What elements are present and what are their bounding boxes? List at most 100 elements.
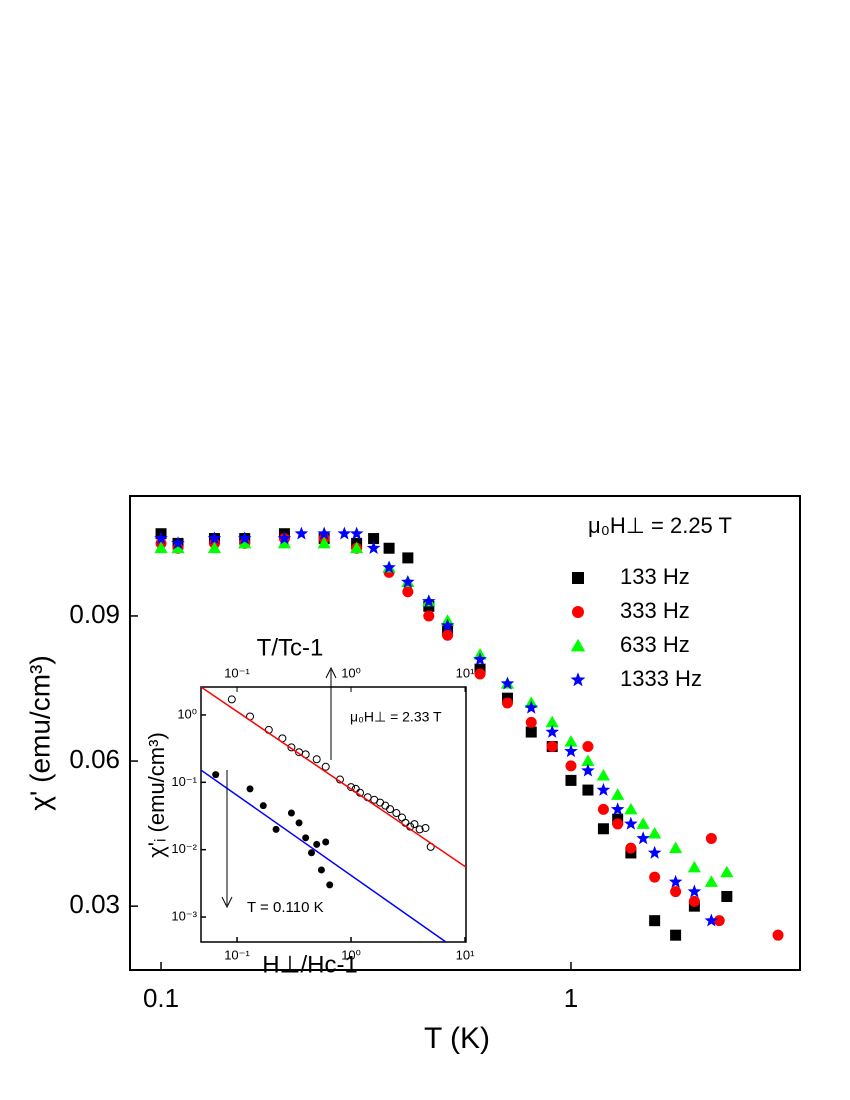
main-frame: [129, 495, 801, 971]
marker: [720, 865, 734, 878]
marker: [474, 668, 486, 680]
marker: [317, 866, 325, 874]
marker: [546, 741, 558, 753]
main-plot: 0.1 1 0.03 0.06 0.09 133 Hz 333 Hz 633 Hz 1333 H…: [69, 526, 784, 1013]
marker: [423, 610, 435, 622]
arrow-head: [325, 666, 337, 679]
marker: [154, 531, 168, 545]
x2-tick-label: 10⁰: [341, 665, 361, 680]
marker: [317, 526, 331, 540]
marker: [259, 802, 267, 810]
marker: [154, 541, 168, 554]
arrow-head: [221, 896, 233, 909]
marker: [612, 818, 624, 830]
x-tick-label: 10⁻¹: [224, 947, 250, 962]
marker: [383, 542, 395, 554]
legend-label: 1333 Hz: [620, 666, 702, 691]
y-tick-label: 10⁻²: [171, 841, 197, 856]
inset-frame: [200, 686, 467, 943]
marker: [647, 845, 662, 859]
marker: [401, 574, 415, 588]
marker: [570, 672, 586, 687]
marker: [648, 827, 662, 839]
x2-tick-label: 10¹: [456, 665, 475, 680]
marker: [382, 560, 396, 574]
marker: [687, 884, 702, 898]
marker: [582, 741, 594, 753]
marker: [565, 774, 577, 786]
marker: [545, 715, 559, 728]
marker: [317, 536, 331, 549]
marker: [238, 536, 252, 549]
marker: [669, 841, 683, 854]
legend-label: 333 Hz: [620, 598, 690, 623]
marker: [402, 586, 414, 598]
y-tick-label: 0.03: [69, 889, 120, 919]
marker: [624, 816, 638, 830]
marker: [525, 716, 537, 728]
marker: [624, 802, 638, 815]
marker: [302, 834, 310, 842]
marker: [321, 762, 330, 771]
marker: [349, 526, 364, 540]
marker: [392, 809, 401, 818]
marker: [415, 825, 424, 834]
x2-tick-label: 10⁻¹: [224, 665, 250, 680]
marker: [564, 744, 578, 758]
marker: [473, 652, 487, 666]
marker: [545, 724, 560, 738]
y-tick-label: 10⁰: [177, 706, 197, 721]
marker: [611, 788, 625, 800]
marker: [313, 840, 321, 848]
marker: [524, 700, 539, 714]
x-tick-label: 10¹: [456, 947, 475, 962]
marker: [287, 809, 295, 817]
marker: [772, 929, 784, 941]
marker: [610, 802, 625, 816]
marker: [171, 541, 185, 554]
marker: [687, 860, 701, 873]
marker: [649, 915, 661, 927]
marker: [564, 735, 578, 747]
inset-x-label: H⊥/Hc-1: [262, 951, 358, 978]
marker: [207, 541, 222, 554]
annotation: μ₀H⊥ = 2.33 T: [350, 709, 442, 725]
marker: [625, 842, 637, 854]
fit-line: [201, 769, 447, 942]
marker: [581, 754, 595, 767]
marker: [570, 638, 586, 652]
legend-title: μ₀H⊥ = 2.25 T: [588, 513, 732, 538]
marker: [670, 929, 682, 941]
marker: [670, 886, 682, 898]
inset-x2-label: T/Tc-1: [257, 634, 324, 661]
y-tick-label: 0.06: [69, 744, 120, 774]
marker: [421, 823, 430, 832]
marker: [596, 782, 611, 796]
marker: [572, 572, 584, 584]
marker: [386, 805, 395, 814]
marker: [705, 832, 717, 844]
inset-y-label: χ'ᵢ (emu/cm³): [144, 732, 169, 858]
marker: [312, 755, 321, 764]
marker: [525, 726, 537, 738]
marker: [272, 825, 280, 833]
marker: [440, 618, 455, 632]
marker: [721, 890, 733, 902]
y-tick-label: 10⁻¹: [171, 774, 197, 789]
marker: [366, 541, 381, 555]
marker: [277, 536, 292, 549]
marker: [368, 533, 380, 545]
legend-label: 633 Hz: [620, 632, 690, 657]
marker: [237, 531, 252, 545]
marker: [295, 819, 303, 827]
marker: [668, 874, 683, 888]
marker: [636, 831, 650, 845]
marker: [500, 676, 515, 690]
marker: [322, 838, 330, 846]
marker: [582, 784, 594, 796]
marker: [597, 803, 609, 815]
plot-area: [154, 526, 784, 941]
marker: [350, 541, 364, 554]
marker: [704, 913, 719, 927]
